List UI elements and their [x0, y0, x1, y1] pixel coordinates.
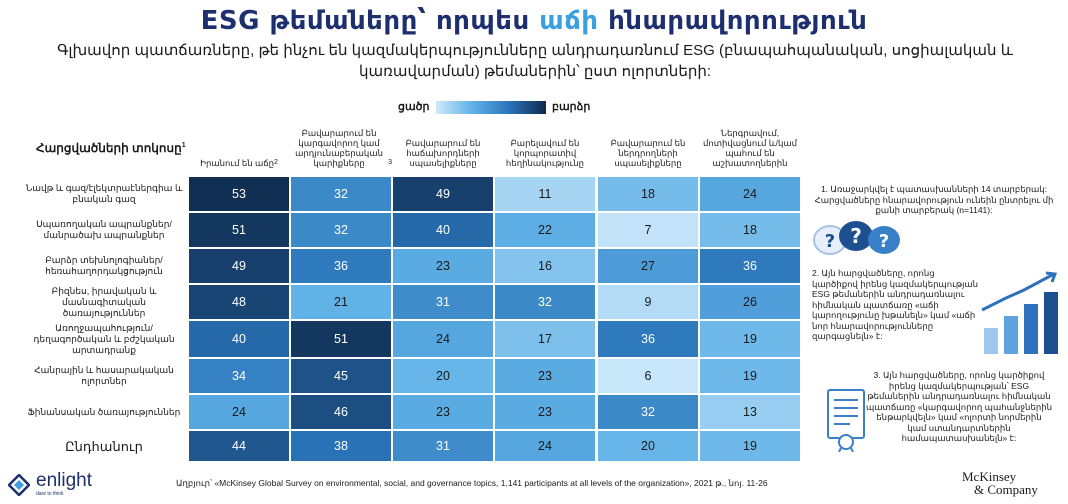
column-header-text: Բարելավում են կորպորատիվ հեղինակությունը [505, 138, 585, 168]
column-header-text: Բավարարում են կարգավորող կամ արդյունաբեր… [295, 128, 383, 168]
title-accent: աճի [539, 6, 599, 36]
heatmap-cell: 36 [597, 320, 699, 358]
heatmap-cell: 36 [699, 248, 801, 284]
heatmap-cell: 27 [597, 248, 699, 284]
heatmap-cell: 32 [494, 284, 596, 320]
heatmap-cell: 21 [290, 284, 392, 320]
enlight-logo-icon [8, 474, 30, 496]
footnote-3: 3. Այն հարցվածները, որոնց կարծիքով իրենց… [866, 370, 1052, 443]
row-label: Բիզնես, իրավական և մասնագիտական ծառայութ… [51, 285, 157, 318]
heatmap-cell: 18 [699, 212, 801, 248]
row-label: Սպառողական ապրանքներ/ մանրածախ ապրանքներ [36, 219, 172, 240]
heatmap-cell: 32 [290, 212, 392, 248]
total-cell: 31 [392, 430, 494, 462]
heatmap-cell: 32 [597, 394, 699, 430]
footnote-2: 2. Այն հարցվածները, որոնց կարծիքով իրենց… [812, 268, 979, 341]
column-header-sup: 2 [274, 159, 278, 166]
heatmap-cell: 23 [392, 394, 494, 430]
total-row-label: Ընդհանուր [65, 438, 143, 454]
heatmap-cell: 23 [494, 394, 596, 430]
heatmap-cell: 26 [699, 284, 801, 320]
title-part2: հնարավորություն [598, 6, 868, 36]
heatmap-cell: 53 [188, 176, 290, 212]
subtitle: Գլխավոր պատճառները, թե ինչու են կազմակեր… [57, 42, 1013, 80]
svg-text:?: ? [825, 231, 835, 252]
enlight-logo-name: enlight [36, 470, 92, 491]
row-label: Առողջապահություն/ դեղագործական և բժշկակա… [33, 322, 175, 355]
heatmap-cell: 46 [290, 394, 392, 430]
heatmap-cell: 32 [290, 176, 392, 212]
heatmap-cell: 36 [290, 248, 392, 284]
mckinsey-logo: McKinsey & Company [962, 470, 1062, 496]
column-header: Բարելավում են կորպորատիվ հեղինակությունը [494, 122, 596, 172]
row-header-sup: 1 [181, 142, 186, 149]
mckinsey-line2: & Company [974, 482, 1038, 497]
growth-chart-icon [981, 271, 1058, 354]
heatmap-cell: 19 [699, 358, 801, 394]
heatmap-cell: 9 [597, 284, 699, 320]
total-cell: 19 [699, 430, 801, 462]
total-cell: 44 [188, 430, 290, 462]
column-header: Ներգրավում, մոտիվացնում և/կամ պահում են … [699, 122, 801, 172]
heatmap-cell: 49 [188, 248, 290, 284]
legend-low-label: ցածր [398, 101, 430, 113]
heatmap-cell: 22 [494, 212, 596, 248]
heatmap-cell: 24 [392, 320, 494, 358]
heatmap-cell: 13 [699, 394, 801, 430]
row-label: Բարձր տեխնոլոգիաներ/ հեռահաղորդակցությու… [45, 255, 163, 276]
page-title: ESG թեմաները՝ որպես աճի հնարավորություն [0, 6, 1068, 36]
column-header: Բավարարում են հաճախորդների սպասելիքները [392, 122, 494, 172]
total-cell: 20 [597, 430, 699, 462]
column-header: Իրանում են աճը 2 [188, 122, 290, 172]
column-header-text: Բավարարում են ներդրողների սպասելիքները [610, 138, 686, 168]
heatmap-cell: 6 [597, 358, 699, 394]
mckinsey-line1: McKinsey [962, 469, 1017, 484]
legend-gradient-bar [436, 101, 546, 114]
heatmap-cell: 49 [392, 176, 494, 212]
total-cell: 38 [290, 430, 392, 462]
column-header: Բավարարում են ներդրողների սպասելիքները [597, 122, 699, 172]
column-header-sup: 3 [388, 159, 392, 166]
svg-text:?: ? [879, 231, 889, 252]
enlight-logo-tagline: dare to think [36, 491, 64, 497]
heatmap-cell: 20 [392, 358, 494, 394]
document-checklist-icon [827, 389, 865, 452]
row-label: Նավթ և գազ/էլեկտրաէներգիա և բնական գազ [25, 183, 183, 204]
column-header-text: Ներգրավում, մոտիվացնում և/կամ պահում են … [702, 128, 798, 168]
question-bubbles-icon: ? ? ? [813, 221, 900, 255]
row-label: Հանրային և հասարակական ոլորտներ [34, 365, 174, 386]
heatmap-cell: 40 [392, 212, 494, 248]
title-part1: ESG թեմաները՝ որպես [200, 6, 540, 36]
heatmap-cell: 51 [290, 320, 392, 358]
column-header-text: Բավարարում են հաճախորդների սպասելիքները [405, 138, 481, 168]
row-header-text: Հարցվածների տոկոսը [36, 141, 182, 155]
heatmap-cell: 45 [290, 358, 392, 394]
heatmap-cell: 11 [494, 176, 596, 212]
heatmap-cell: 34 [188, 358, 290, 394]
heatmap-cell: 17 [494, 320, 596, 358]
heatmap-cell: 18 [597, 176, 699, 212]
row-label: Ֆինանսական ծառայություններ [27, 406, 181, 417]
svg-text:?: ? [850, 224, 862, 248]
heatmap-cell: 48 [188, 284, 290, 320]
heatmap-cell: 24 [699, 176, 801, 212]
legend-high-label: բարձր [552, 101, 591, 113]
heatmap-cell: 24 [188, 394, 290, 430]
footnote-1: 1. Առաջարկվել է պատասխանների 14 տարբերակ… [814, 184, 1054, 215]
heatmap-cell: 7 [597, 212, 699, 248]
heatmap-cell: 31 [392, 284, 494, 320]
total-cell: 24 [494, 430, 596, 462]
row-header-title: Հարցվածների տոկոսը1 [36, 141, 186, 155]
heatmap-cell: 23 [494, 358, 596, 394]
heatmap-cell: 19 [699, 320, 801, 358]
heatmap-cell: 40 [188, 320, 290, 358]
column-header-text: Իրանում են աճը [200, 158, 274, 168]
heatmap-cell: 51 [188, 212, 290, 248]
heatmap-cell: 16 [494, 248, 596, 284]
source-note: Աղբյուր՝ «McKinsey Global Survey on envi… [176, 478, 768, 488]
column-header: Բավարարում են կարգավորող կամ արդյունաբեր… [290, 122, 392, 172]
heatmap-cell: 23 [392, 248, 494, 284]
